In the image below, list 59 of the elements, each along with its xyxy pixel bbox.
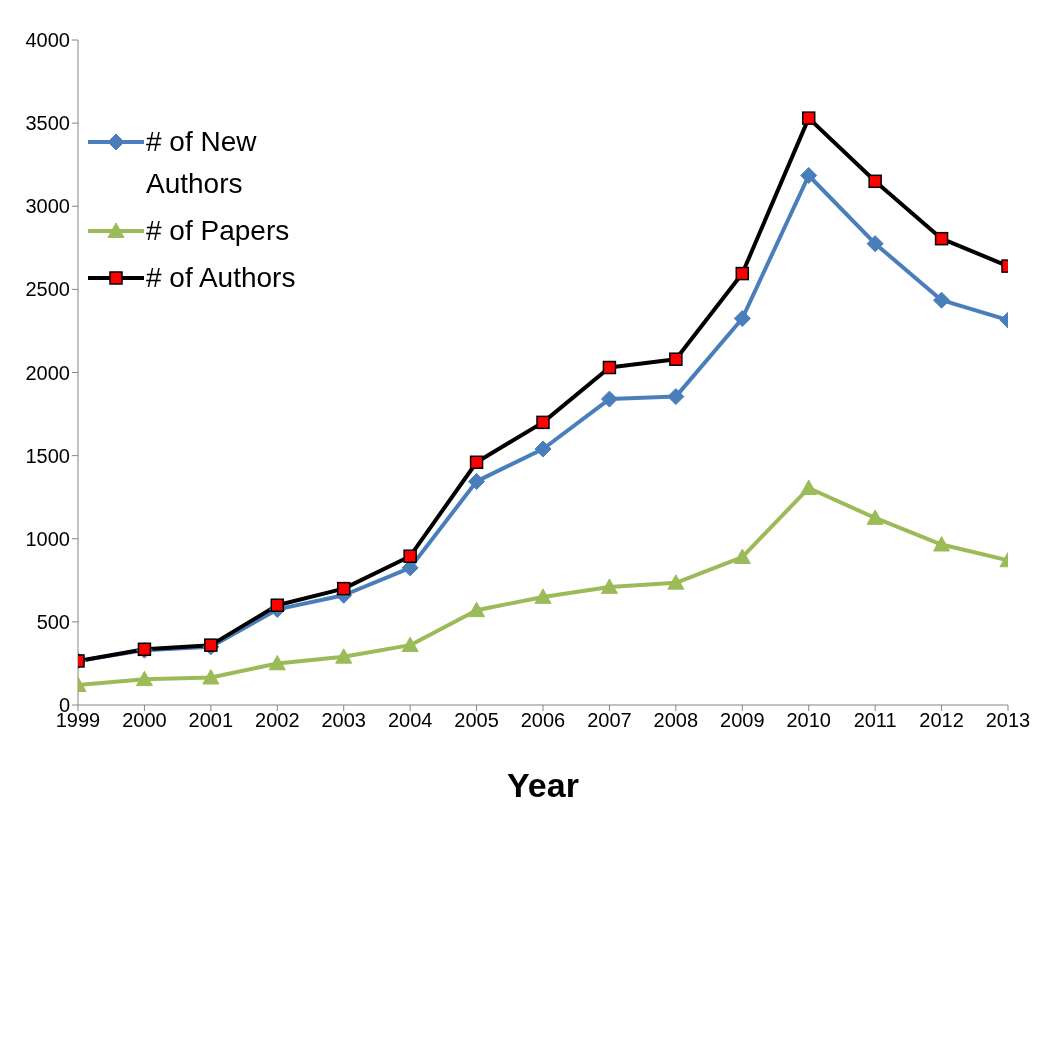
x-tick-label: 2010 <box>786 709 831 732</box>
point <box>866 509 884 525</box>
point <box>401 636 419 653</box>
point <box>600 390 618 408</box>
x-tick-label: 2001 <box>188 709 234 732</box>
x-tick-label: 2005 <box>454 709 499 732</box>
point <box>335 648 353 664</box>
point <box>534 588 552 604</box>
x-tick-label: 2004 <box>387 709 433 732</box>
point <box>602 360 617 375</box>
point <box>934 231 949 246</box>
point <box>468 601 486 618</box>
y-tick-label: 500 <box>36 610 70 633</box>
y-tick-label: 1000 <box>25 527 70 550</box>
point <box>469 455 484 470</box>
point <box>468 472 486 490</box>
x-tick-label: 2013 <box>985 709 1031 732</box>
point <box>800 479 818 495</box>
point <box>733 309 751 327</box>
point <box>135 670 153 687</box>
point <box>202 669 220 685</box>
point <box>667 388 685 406</box>
point <box>403 549 417 563</box>
point <box>336 581 351 596</box>
point <box>270 598 285 612</box>
point <box>801 111 816 125</box>
y-tick-label: 2000 <box>25 361 70 384</box>
point <box>866 235 884 253</box>
x-tick-label: 2008 <box>653 709 699 732</box>
point <box>268 654 286 671</box>
y-tick-label: 2500 <box>25 278 70 301</box>
point <box>868 174 882 189</box>
x-tick-label: 2007 <box>587 709 632 732</box>
point <box>933 291 951 309</box>
x-tick-label: 2000 <box>122 709 167 732</box>
legend-label: # of Authors <box>146 261 296 295</box>
point <box>800 166 818 184</box>
x-tick-label: 2011 <box>853 709 897 732</box>
point <box>204 638 218 652</box>
legend-label: # of New Authors <box>146 125 258 201</box>
point <box>733 548 751 564</box>
y-tick-label: 4000 <box>25 29 70 52</box>
x-tick-label: 2002 <box>255 709 300 732</box>
point <box>933 536 951 552</box>
x-tick-label: 2003 <box>321 709 366 732</box>
y-tick-label: 1500 <box>25 444 70 467</box>
x-tick-label: 2009 <box>720 709 765 732</box>
point <box>735 266 750 281</box>
point <box>669 352 683 366</box>
y-tick-label: 3000 <box>25 195 70 218</box>
point <box>534 440 552 458</box>
point <box>667 574 685 590</box>
y-tick-label: 3500 <box>25 112 70 135</box>
legend-label: # of Papers <box>146 214 290 248</box>
x-axis-title: Year <box>507 766 579 804</box>
x-tick-label: 2006 <box>520 709 566 732</box>
x-tick-label: 2012 <box>919 709 964 732</box>
point <box>600 578 618 594</box>
point <box>536 415 550 430</box>
